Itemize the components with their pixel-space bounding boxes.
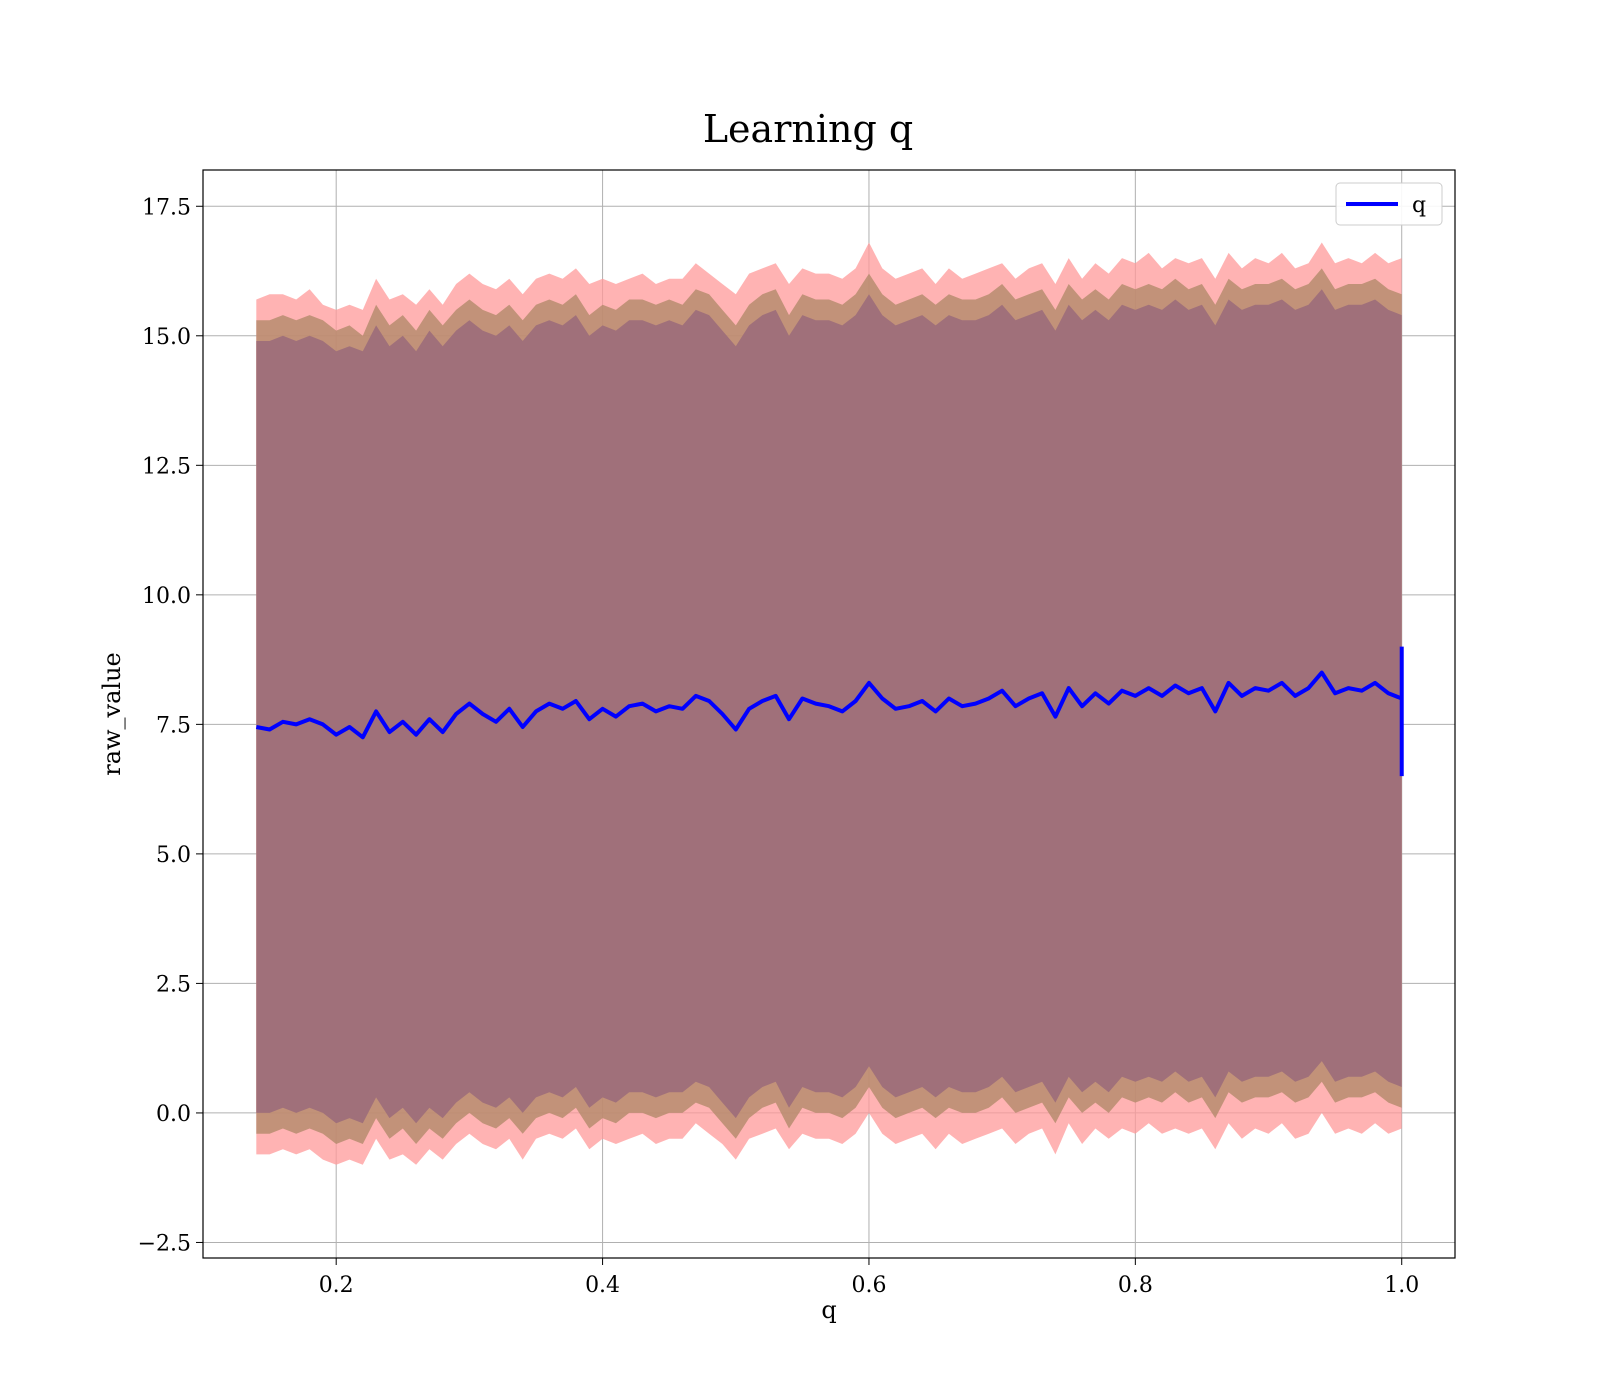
x-axis-ticks: 0.2 0.4 0.6 0.8 1.0	[319, 1258, 1419, 1298]
y-tick-label: 15.0	[142, 325, 191, 350]
y-tick-label: −2.5	[138, 1231, 191, 1256]
bands	[256, 242, 1402, 1165]
chart-title: Learning q	[703, 107, 913, 151]
y-tick-label: 2.5	[156, 972, 191, 997]
series-line-q	[255, 670, 1403, 740]
y-tick-label: 17.5	[142, 195, 191, 220]
y-tick-label: 10.0	[142, 584, 191, 609]
x-tick-label: 0.2	[319, 1273, 354, 1298]
x-tick-label: 0.8	[1118, 1273, 1153, 1298]
plot-frame	[202, 169, 1456, 1259]
series-lines	[255, 646, 1404, 777]
y-tick-label: 5.0	[156, 843, 191, 868]
y-tick-label: 7.5	[156, 713, 191, 738]
y-tick-label: 0.0	[156, 1102, 191, 1127]
x-tick-label: 1.0	[1384, 1273, 1419, 1298]
plot-area	[202, 169, 1456, 1259]
x-tick-label: 0.6	[851, 1273, 886, 1298]
legend: q	[1335, 182, 1443, 226]
legend-label: q	[1412, 193, 1426, 218]
x-tick-label: 0.4	[585, 1273, 620, 1298]
y-tick-label: 12.5	[142, 454, 191, 479]
x-axis-label: q	[821, 1296, 836, 1324]
y-axis-label: raw_value	[98, 652, 126, 776]
y-axis-ticks: −2.5 0.0 2.5 5.0 7.5 10.0 12.5 15.0 17.5	[138, 195, 203, 1256]
